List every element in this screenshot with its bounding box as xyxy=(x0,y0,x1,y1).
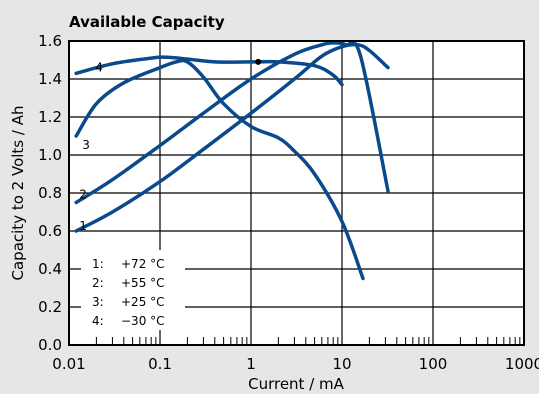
legend: 1: +72 °C 2: +55 °C 3: +25 °C 4: −30 °C xyxy=(81,250,185,330)
series-4-curve-label: 4 xyxy=(95,60,103,74)
x-tick-labels: 0.01 0.1 1 10 100 1000 xyxy=(52,355,539,373)
y-tick-label: 0.0 xyxy=(38,336,62,354)
legend-temp-2: +55 °C xyxy=(121,276,165,290)
minor-ticks xyxy=(95,337,521,345)
y-tick-label: 0.8 xyxy=(38,184,62,202)
x-tick-label: 0.1 xyxy=(148,355,172,373)
y-axis-title: Capacity to 2 Volts / Ah xyxy=(9,106,27,281)
series-2-curve-label: 2 xyxy=(79,188,87,202)
marker-dot xyxy=(255,58,262,65)
plot-frame xyxy=(68,40,525,346)
legend-background xyxy=(81,250,185,330)
x-tick-label: 0.01 xyxy=(52,355,85,373)
x-tick-label: 1000 xyxy=(505,355,539,373)
series-3-line xyxy=(74,58,365,281)
x-tick-label: 1 xyxy=(246,355,256,373)
legend-label-2: 2: xyxy=(92,276,104,290)
series-1-curve-label: 1 xyxy=(79,219,87,233)
x-tick-label: 10 xyxy=(332,355,351,373)
y-tick-label: 0.2 xyxy=(38,298,62,316)
legend-temp-4: −30 °C xyxy=(121,314,165,328)
y-tick-labels: 0.0 0.2 0.4 0.6 0.8 1.0 1.2 1.4 1.6 xyxy=(38,32,62,354)
y-tick-label: 1.2 xyxy=(38,108,62,126)
y-tick-label: 1.6 xyxy=(38,32,62,50)
x-tick-label: 100 xyxy=(419,355,448,373)
chart-title: Available Capacity xyxy=(69,13,225,31)
legend-temp-1: +72 °C xyxy=(121,257,165,271)
series-1-line xyxy=(74,42,390,233)
y-tick-label: 0.4 xyxy=(38,260,62,278)
legend-temp-3: +25 °C xyxy=(121,295,165,309)
legend-label-4: 4: xyxy=(92,314,104,328)
x-axis-title: Current / mA xyxy=(248,375,345,393)
y-tick-label: 1.4 xyxy=(38,70,62,88)
y-tick-label: 0.6 xyxy=(38,222,62,240)
series-3-curve-label: 3 xyxy=(82,138,90,152)
series-4-line xyxy=(74,55,344,87)
y-tick-label: 1.0 xyxy=(38,146,62,164)
curve-labels: 1 2 3 4 xyxy=(79,60,103,233)
legend-label-1: 1: xyxy=(92,257,104,271)
series-2-line xyxy=(74,40,390,205)
series-group xyxy=(74,40,390,281)
legend-label-3: 3: xyxy=(92,295,104,309)
